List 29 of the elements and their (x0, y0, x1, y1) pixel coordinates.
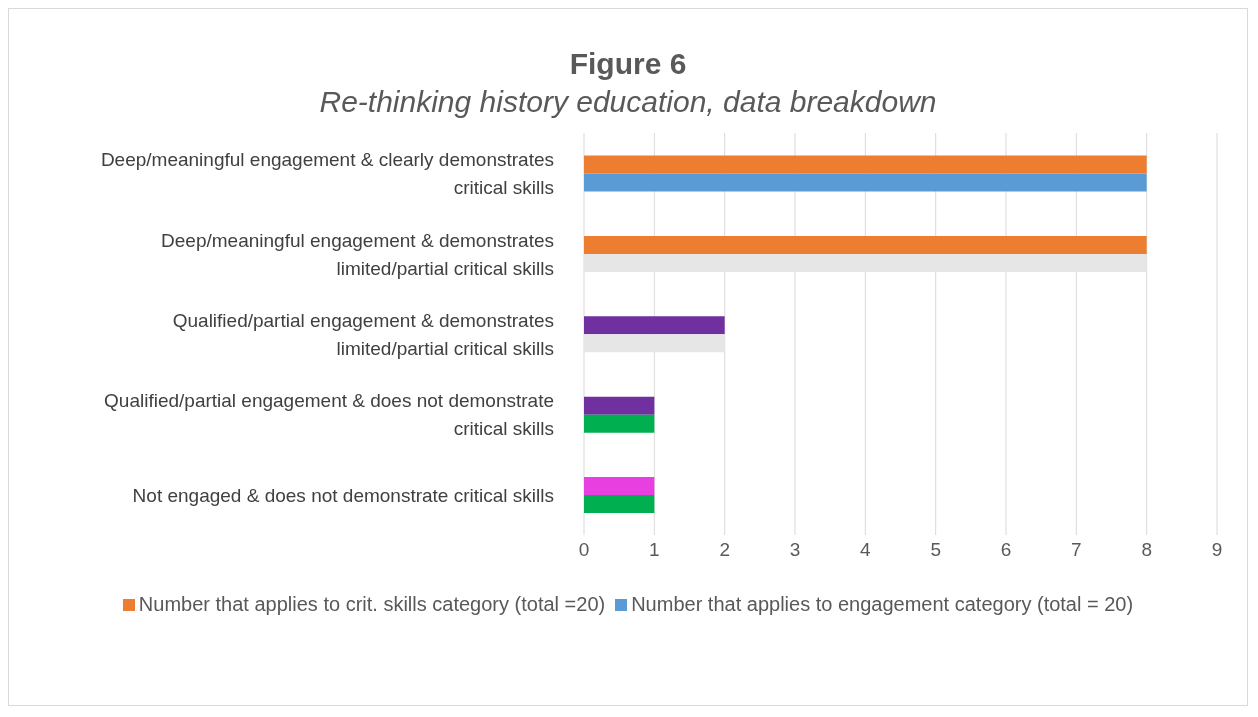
y-tick-label: Deep/meaningful engagement & clearly demonstrates critical skills (100, 148, 554, 198)
y-tick-label: Not engaged & does not demonstrate critical skills (132, 484, 554, 506)
x-tick-label: 3 (789, 539, 801, 561)
x-tick-label: 5 (930, 539, 941, 561)
bar (584, 396, 655, 415)
bar (584, 235, 1147, 254)
chart-subtitle: Re-thinking history education, data breakdown (318, 85, 938, 119)
bar (584, 253, 1147, 272)
legend-label: Number that applies to crit. skills category (total =20) (137, 593, 606, 616)
y-tick-label: Deep/meaningful engagement & demonstrates limited/partial critical skills (161, 229, 554, 279)
y-tick-label: Qualified/partial engagement & does not demonstrate critical skills (104, 389, 554, 439)
x-tick-label: 1 (649, 539, 660, 561)
bar (584, 316, 725, 335)
x-tick-label: 7 (1071, 539, 1082, 561)
x-tick-label: 6 (1000, 539, 1012, 561)
bar (584, 495, 655, 514)
bar (584, 334, 725, 353)
chart-title: Figure 6 (568, 47, 688, 81)
bar (584, 414, 655, 433)
x-tick-label: 9 (1211, 539, 1223, 561)
x-tick-label: 2 (719, 539, 730, 561)
x-tick-label: 0 (578, 539, 590, 561)
bar (584, 477, 655, 496)
y-tick-label: Qualified/partial engagement & demonstrates limited/partial critical skills (172, 309, 554, 359)
legend-label: Number that applies to engagement category (total = 20) (630, 593, 1134, 616)
bar (584, 155, 1147, 174)
x-tick-label: 8 (1141, 539, 1152, 561)
bar (584, 173, 1147, 192)
x-tick-label: 4 (860, 539, 872, 561)
